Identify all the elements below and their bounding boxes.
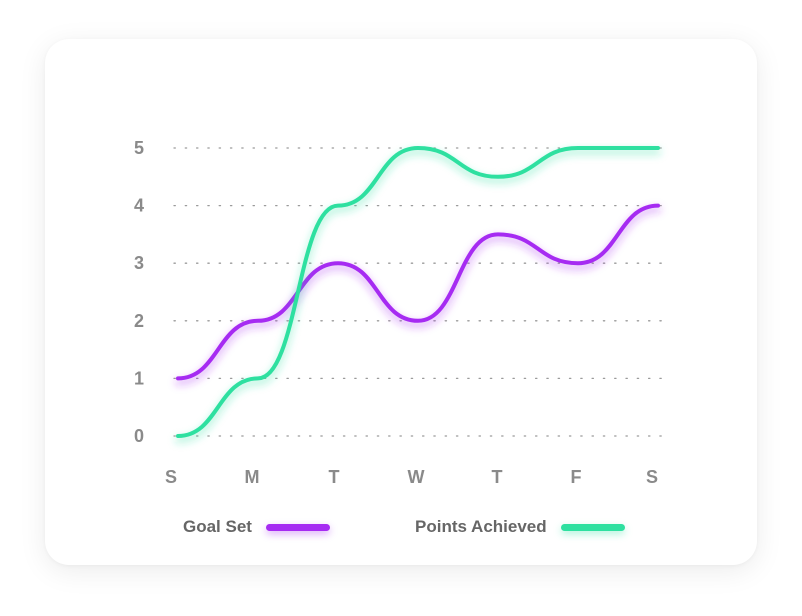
y-axis: 0 1 2 3 4 5 [134,138,144,446]
series-glow-points-achieved [175,148,661,443]
series-glow-goal-set [175,206,661,386]
y-tick-label: 5 [134,138,144,158]
y-tick-label: 3 [134,253,144,273]
series-layer [175,145,661,443]
x-tick-label: T [492,467,503,487]
legend-swatch-goal-set [265,523,330,531]
gridlines [173,147,663,437]
x-tick-label: S [165,467,177,487]
legend: Goal Set Points Achieved [0,514,802,540]
x-tick-label: F [571,467,582,487]
x-tick-label: W [408,467,425,487]
chart-card [45,39,757,565]
y-tick-label: 0 [134,426,144,446]
legend-item-points-achieved: Points Achieved [415,514,625,540]
series-line-goal-set [176,203,660,381]
x-tick-label: T [329,467,340,487]
legend-label-points-achieved: Points Achieved [415,517,547,536]
legend-label-goal-set: Goal Set [183,517,252,536]
x-tick-label: S [646,467,658,487]
x-tick-label: M [245,467,260,487]
y-tick-label: 1 [134,368,144,388]
series-line-points-achieved [176,145,660,438]
legend-item-goal-set: Goal Set [183,514,330,540]
legend-swatch-points-achieved [560,523,625,531]
y-tick-label: 4 [134,196,144,216]
y-tick-label: 2 [134,311,144,331]
